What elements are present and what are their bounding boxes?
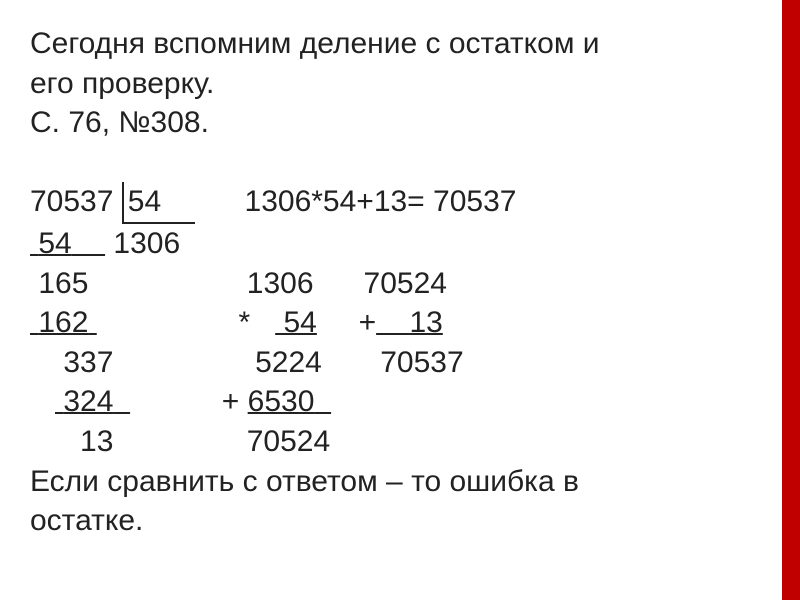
slide-text: Сегодня вспомним деление с остатком и ег… (30, 24, 770, 541)
div-rem1: 165 (38, 267, 88, 300)
add-bottom: 13 (376, 306, 443, 339)
quotient: 1306 (113, 227, 180, 260)
div-rem2: 337 (63, 346, 113, 379)
mult-p2: 6530 (248, 385, 331, 418)
div-sub2: 162 (30, 306, 97, 339)
div-sub3: 324 (55, 385, 130, 418)
mult-result: 70524 (247, 425, 330, 458)
dividend: 70537 (30, 185, 113, 218)
div-sub1: 54 (30, 227, 105, 260)
mult-p1: 5224 (255, 346, 322, 379)
intro-line-1: Сегодня вспомним деление с остатком и (30, 27, 600, 60)
intro-line-2: его проверку. (30, 67, 214, 100)
mult-op: * (238, 306, 250, 339)
accent-bar (782, 0, 800, 600)
slide: Сегодня вспомним деление с остатком и ег… (0, 0, 800, 600)
divisor-box: 54 (122, 182, 195, 224)
div-remainder: 13 (80, 425, 113, 458)
intro-line-3: С. 76, №308. (30, 106, 209, 139)
mult-bottom: 54 (275, 306, 317, 339)
divisor: 54 (128, 185, 161, 218)
add-op: + (359, 306, 377, 339)
add-top: 70524 (364, 267, 447, 300)
add-result: 70537 (380, 346, 463, 379)
check-expression: 1306*54+13= 70537 (245, 185, 517, 218)
outro-line-1: Если сравнить с ответом – то ошибка в (30, 465, 579, 498)
outro-line-2: остатке. (30, 504, 143, 537)
mult-p2-op: + (222, 385, 240, 418)
mult-top: 1306 (247, 267, 314, 300)
